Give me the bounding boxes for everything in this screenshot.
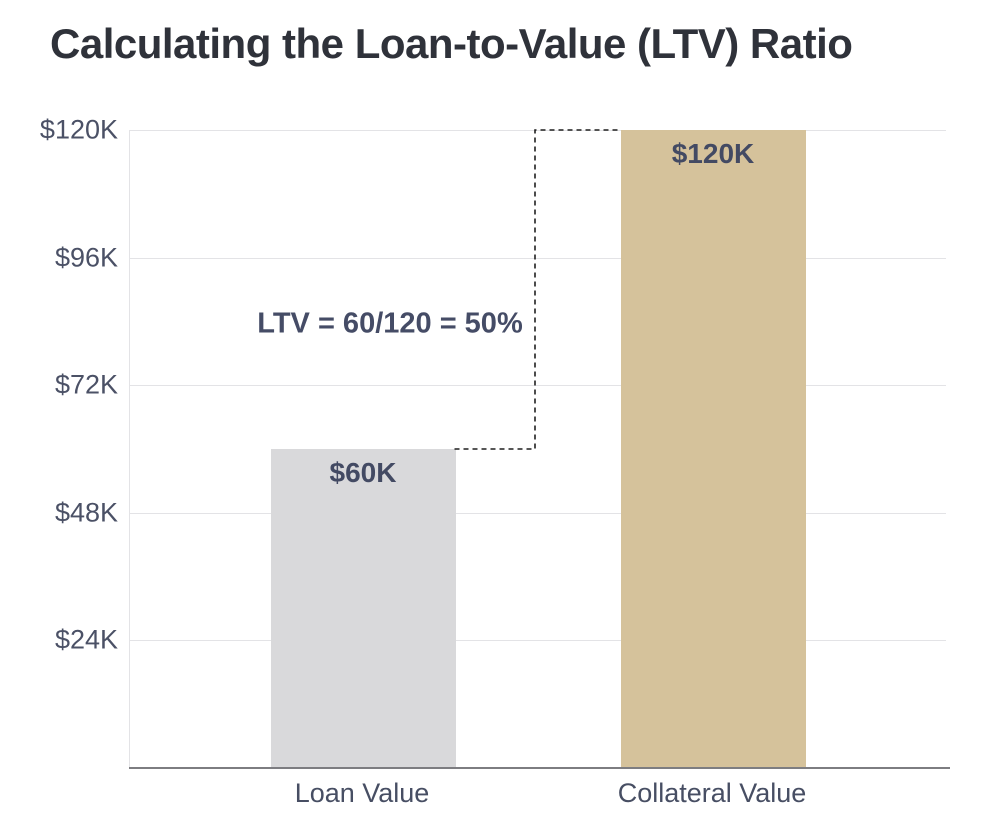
- bar-collateral-value: $120K: [620, 130, 806, 768]
- y-tick-label: $24K: [54, 624, 118, 655]
- gridline-120k: [130, 130, 946, 131]
- ltv-formula-annotation: LTV = 60/120 = 50%: [257, 307, 523, 340]
- y-tick-label: $120K: [39, 114, 118, 145]
- bar-value-label: $60K: [329, 457, 397, 488]
- y-tick-label: $72K: [54, 369, 118, 400]
- bar-value-label: $120K: [671, 138, 755, 169]
- gridline-72k: [130, 385, 946, 387]
- gridline-96k: [130, 257, 946, 259]
- y-tick-label: $48K: [54, 497, 118, 528]
- gridline-48k: [130, 512, 946, 514]
- y-tick-label: $96K: [54, 242, 118, 273]
- x-category-label-loan-value: Loan Value: [294, 778, 430, 808]
- bar-loan-value: $60K: [270, 449, 456, 768]
- plot-area: $60K $120K: [129, 130, 946, 768]
- chart-title: Calculating the Loan-to-Value (LTV) Rati…: [50, 20, 853, 67]
- gridline-24k: [130, 640, 946, 642]
- x-category-label-collateral-value: Collateral Value: [617, 778, 807, 808]
- x-axis-line: [129, 767, 950, 769]
